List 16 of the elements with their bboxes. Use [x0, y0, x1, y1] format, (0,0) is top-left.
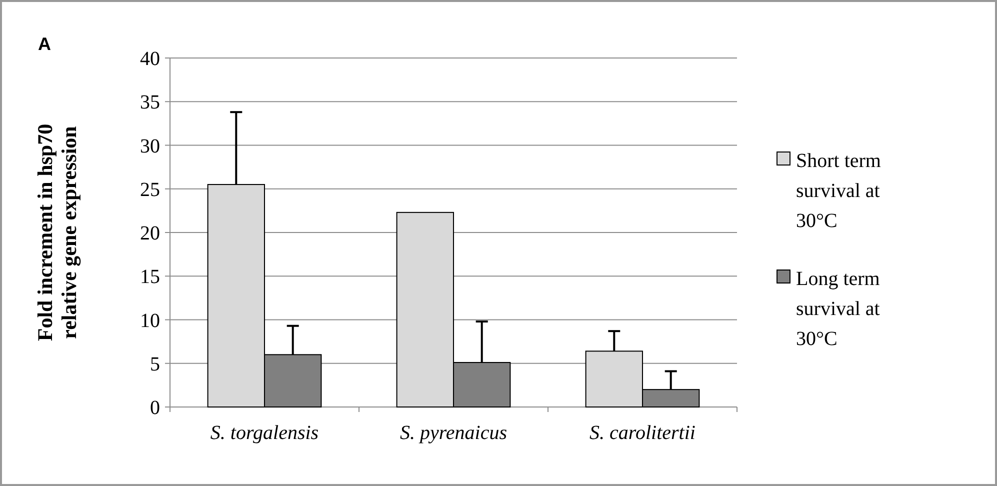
y-tick-label: 15 [140, 266, 160, 288]
legend-label: Long term survival at 30°C [796, 268, 880, 350]
x-tick-label: S. torgalensis [210, 422, 319, 444]
y-tick-label: 0 [150, 397, 160, 419]
y-tick-label: 5 [150, 353, 160, 376]
y-tick-label: 10 [140, 310, 160, 332]
chart-title: A [38, 34, 51, 54]
y-tick-label: 40 [140, 48, 160, 70]
y-tick-label: 35 [140, 92, 160, 114]
y-tick-label: 30 [140, 135, 160, 158]
y-tick-label: 25 [140, 178, 160, 201]
legend-label: Short term survival at 30°C [796, 150, 882, 232]
y-tick-label: 20 [140, 222, 160, 244]
x-tick-label: S. carolitertii [590, 422, 696, 444]
y-axis-title: Fold increment in hsp70 relative gene expression [33, 124, 81, 342]
x-tick-label: S. pyrenaicus [400, 422, 508, 444]
